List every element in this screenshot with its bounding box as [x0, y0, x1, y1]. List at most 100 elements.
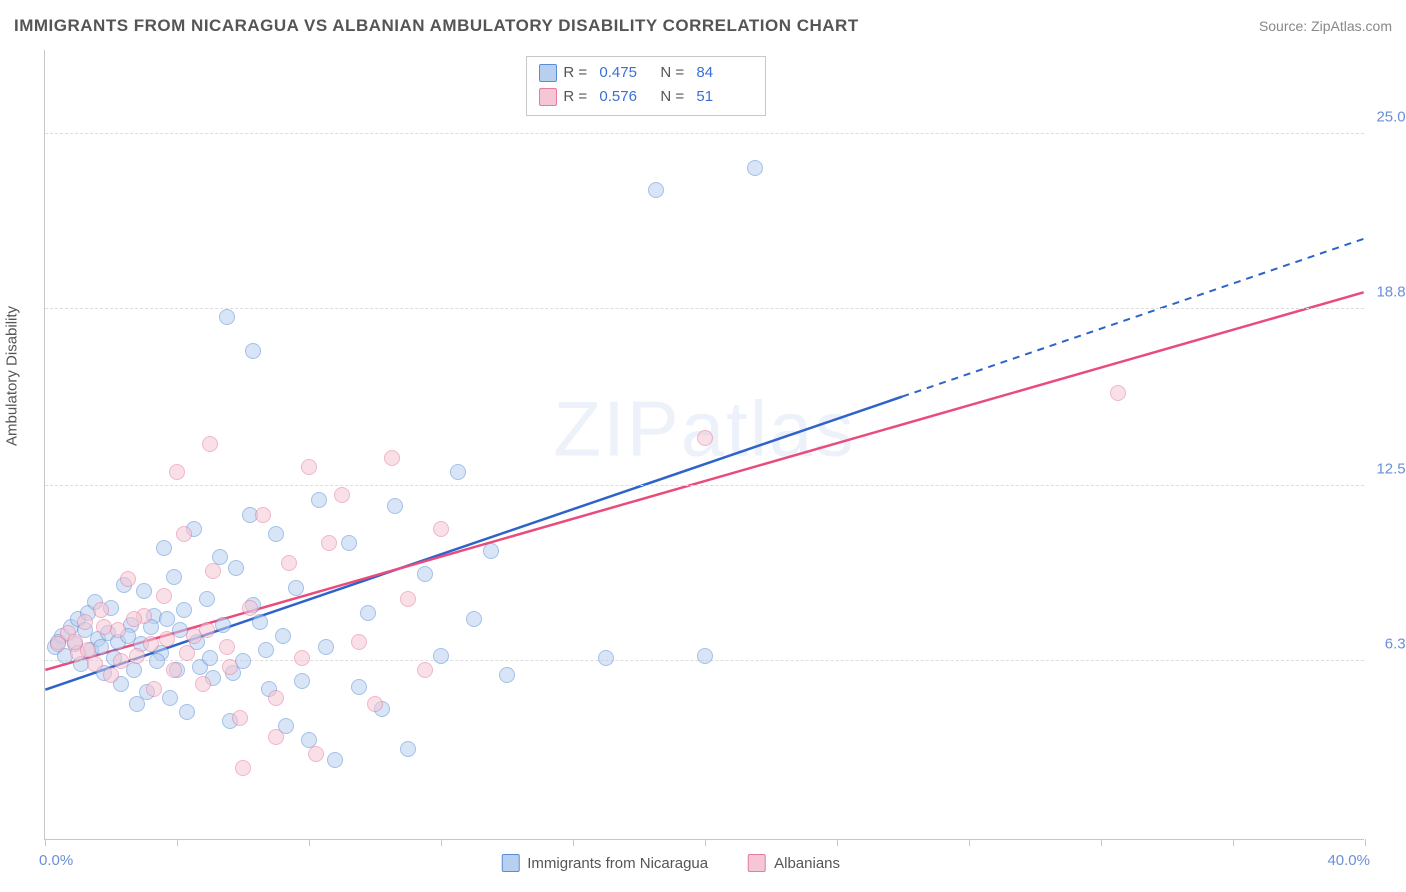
legend-stat-row: R =0.576N =51	[539, 85, 751, 109]
scatter-point	[143, 636, 159, 652]
series-legend: Immigrants from Nicaragua Albanians	[501, 854, 840, 872]
scatter-point	[400, 591, 416, 607]
scatter-point	[126, 662, 142, 678]
x-tick	[705, 839, 706, 846]
scatter-point	[166, 569, 182, 585]
trend-line	[45, 397, 902, 690]
x-tick	[837, 839, 838, 846]
n-label: N =	[660, 85, 690, 109]
scatter-point	[483, 543, 499, 559]
scatter-point	[169, 464, 185, 480]
x-tick	[45, 839, 46, 846]
scatter-point	[294, 673, 310, 689]
scatter-point	[321, 535, 337, 551]
scatter-point	[129, 648, 145, 664]
scatter-point	[113, 653, 129, 669]
scatter-point	[275, 628, 291, 644]
scatter-point	[228, 560, 244, 576]
legend-item: Albanians	[748, 854, 840, 872]
scatter-point	[252, 614, 268, 630]
gridline	[45, 133, 1364, 134]
y-tick-label: 6.3%	[1385, 636, 1406, 653]
x-tick	[441, 839, 442, 846]
scatter-point	[205, 563, 221, 579]
x-tick	[969, 839, 970, 846]
scatter-point	[93, 602, 109, 618]
scatter-point	[433, 521, 449, 537]
scatter-point	[268, 690, 284, 706]
scatter-point	[294, 650, 310, 666]
scatter-point	[179, 704, 195, 720]
scatter-point	[281, 555, 297, 571]
scatter-point	[176, 526, 192, 542]
scatter-point	[387, 498, 403, 514]
scatter-point	[341, 535, 357, 551]
scatter-point	[149, 653, 165, 669]
x-tick	[573, 839, 574, 846]
scatter-point	[747, 160, 763, 176]
scatter-point	[195, 676, 211, 692]
r-label: R =	[563, 85, 593, 109]
y-axis-title: Ambulatory Disability	[4, 306, 21, 446]
scatter-point	[159, 611, 175, 627]
scatter-point	[351, 679, 367, 695]
scatter-point	[235, 760, 251, 776]
scatter-point	[156, 588, 172, 604]
scatter-point	[222, 659, 238, 675]
scatter-point	[245, 343, 261, 359]
x-tick	[1365, 839, 1366, 846]
x-tick	[177, 839, 178, 846]
y-tick-label: 25.0%	[1376, 108, 1406, 125]
x-tick	[309, 839, 310, 846]
gridline	[45, 308, 1364, 309]
scatter-point	[334, 487, 350, 503]
scatter-point	[327, 752, 343, 768]
scatter-point	[697, 648, 713, 664]
scatter-point	[232, 710, 248, 726]
r-value: 0.576	[599, 85, 654, 109]
scatter-point	[268, 729, 284, 745]
scatter-point	[311, 492, 327, 508]
x-tick	[1101, 839, 1102, 846]
scatter-point	[199, 591, 215, 607]
scatter-point	[242, 600, 258, 616]
legend-item: Immigrants from Nicaragua	[501, 854, 708, 872]
scatter-point	[351, 634, 367, 650]
scatter-point	[308, 746, 324, 762]
scatter-point	[360, 605, 376, 621]
scatter-point	[450, 464, 466, 480]
y-tick-label: 12.5%	[1376, 461, 1406, 478]
legend-swatch	[539, 88, 557, 106]
trend-line	[902, 239, 1363, 397]
scatter-point	[318, 639, 334, 655]
scatter-point	[1110, 385, 1126, 401]
gridline	[45, 485, 1364, 486]
scatter-point	[219, 309, 235, 325]
n-value: 84	[696, 61, 751, 85]
scatter-point	[433, 648, 449, 664]
scatter-point	[215, 617, 231, 633]
scatter-point	[136, 583, 152, 599]
scatter-point	[146, 681, 162, 697]
scatter-point	[77, 614, 93, 630]
x-tick	[1233, 839, 1234, 846]
legend-swatch	[539, 64, 557, 82]
x-max-label: 40.0%	[1327, 852, 1370, 869]
x-min-label: 0.0%	[39, 852, 73, 869]
n-value: 51	[696, 85, 751, 109]
scatter-point	[179, 645, 195, 661]
legend-stat-row: R =0.475N =84	[539, 61, 751, 85]
scatter-point	[301, 459, 317, 475]
scatter-point	[417, 662, 433, 678]
r-value: 0.475	[599, 61, 654, 85]
scatter-point	[219, 639, 235, 655]
scatter-point	[162, 690, 178, 706]
scatter-point	[255, 507, 271, 523]
scatter-point	[166, 662, 182, 678]
scatter-point	[156, 540, 172, 556]
scatter-point	[400, 741, 416, 757]
scatter-point	[466, 611, 482, 627]
scatter-point	[417, 566, 433, 582]
source-attribution: Source: ZipAtlas.com	[1259, 18, 1392, 34]
scatter-point	[159, 631, 175, 647]
